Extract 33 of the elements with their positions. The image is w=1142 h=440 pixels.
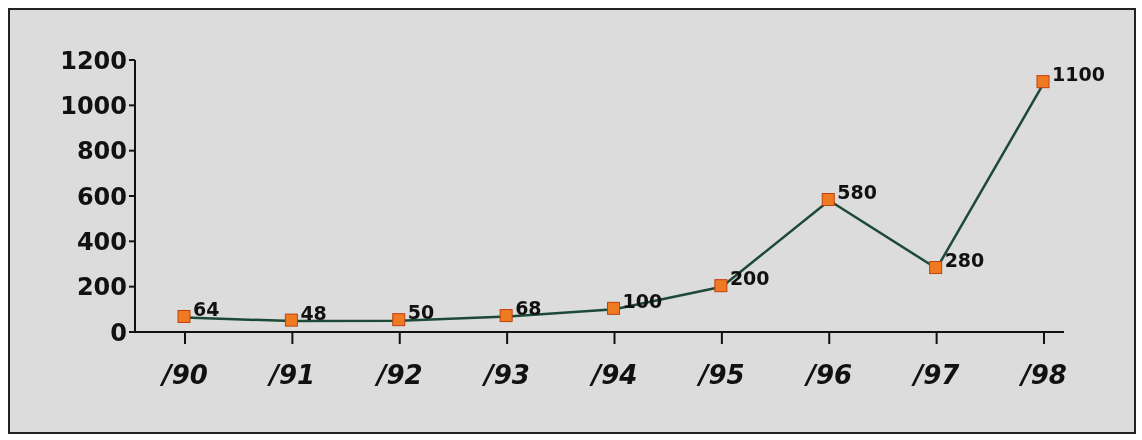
y-tick-label: 1200 <box>60 46 127 75</box>
data-label: 580 <box>837 181 877 204</box>
point <box>499 309 513 323</box>
x-tick-label: /98 <box>1018 360 1067 391</box>
data-label: 1100 <box>1052 63 1105 86</box>
data-label: 48 <box>300 301 327 324</box>
y-tick-label: 1000 <box>60 91 127 120</box>
point <box>392 313 406 327</box>
x-tick-label: /90 <box>159 360 208 391</box>
data-label: 280 <box>944 249 985 272</box>
data-label: 50 <box>407 301 435 324</box>
x-tick-label: /95 <box>696 360 745 391</box>
y-tick-label: 0 <box>110 318 127 347</box>
y-tick-label: 200 <box>76 273 127 302</box>
data-label: 64 <box>193 298 220 321</box>
data-label: 200 <box>729 267 770 290</box>
x-tick-label: /94 <box>588 360 638 391</box>
x-tick-label: /92 <box>373 360 423 391</box>
x-tick-label: /93 <box>481 360 530 391</box>
point <box>177 309 191 323</box>
y-tick-label: 400 <box>76 227 127 256</box>
x-tick-label: /91 <box>266 360 316 391</box>
x-tick-label: /96 <box>803 360 853 391</box>
point <box>1036 75 1050 89</box>
point <box>821 193 835 207</box>
y-tick-label: 800 <box>76 137 127 166</box>
data-label: 68 <box>515 297 542 320</box>
x-tick-label: /97 <box>910 360 961 391</box>
point <box>284 313 298 327</box>
point <box>714 279 728 293</box>
point <box>929 261 943 275</box>
point <box>607 301 620 315</box>
y-tick-label: 600 <box>76 182 127 211</box>
